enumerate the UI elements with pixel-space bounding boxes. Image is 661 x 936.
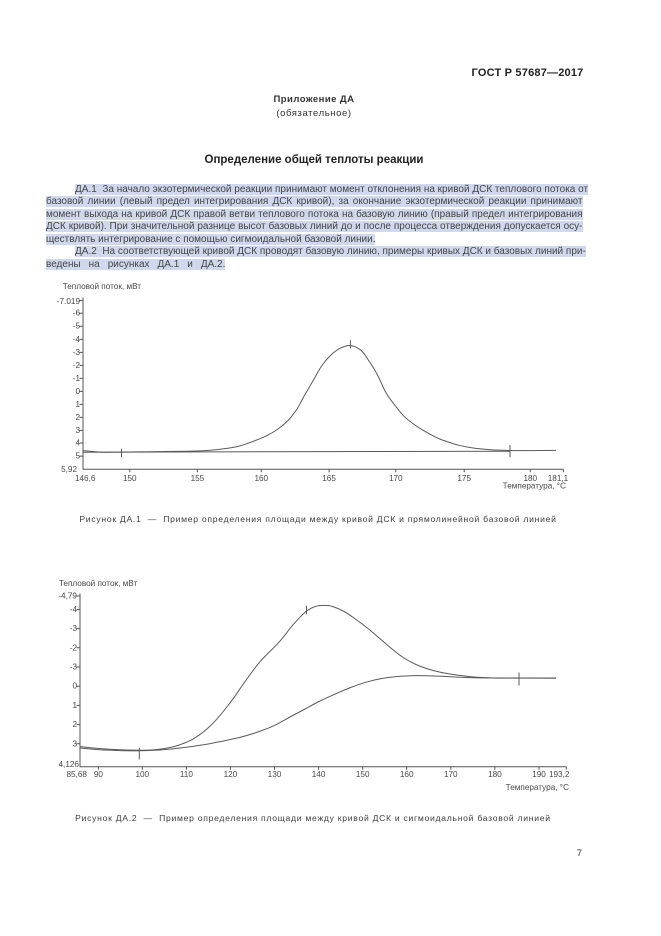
svg-text:-2: -2 <box>70 643 78 652</box>
svg-text:170: 170 <box>444 770 458 779</box>
svg-text:120: 120 <box>224 770 238 779</box>
svg-text:Тепловой поток, мВт: Тепловой поток, мВт <box>63 282 142 291</box>
svg-text:-2: -2 <box>73 361 81 370</box>
svg-text:4: 4 <box>75 439 80 448</box>
svg-text:2: 2 <box>75 413 80 422</box>
svg-text:-4,79: -4,79 <box>58 592 77 601</box>
svg-text:150: 150 <box>123 474 137 483</box>
svg-text:150: 150 <box>356 770 370 779</box>
svg-text:146,6: 146,6 <box>75 474 96 483</box>
svg-text:1: 1 <box>72 701 77 710</box>
svg-text:165: 165 <box>322 474 336 483</box>
svg-text:2: 2 <box>72 720 77 729</box>
svg-text:5,92: 5,92 <box>61 465 77 474</box>
svg-text:0: 0 <box>75 387 80 396</box>
svg-text:190: 190 <box>532 770 546 779</box>
svg-text:-3: -3 <box>70 663 78 672</box>
svg-text:180: 180 <box>488 770 502 779</box>
svg-text:Температура, °С: Температура, °С <box>503 482 566 491</box>
svg-text:Тепловой поток, мВт: Тепловой поток, мВт <box>59 579 138 588</box>
svg-text:193,2: 193,2 <box>549 770 570 779</box>
svg-text:-3: -3 <box>70 624 78 633</box>
svg-text:170: 170 <box>389 474 403 483</box>
svg-text:85,68: 85,68 <box>66 770 87 779</box>
svg-text:90: 90 <box>94 770 104 779</box>
svg-text:160: 160 <box>254 474 268 483</box>
svg-text:-3: -3 <box>73 348 81 357</box>
svg-text:110: 110 <box>180 770 193 779</box>
svg-text:130: 130 <box>268 770 282 779</box>
svg-text:155: 155 <box>191 474 205 483</box>
svg-text:-5: -5 <box>73 322 81 331</box>
svg-text:-6: -6 <box>73 309 81 318</box>
svg-text:3: 3 <box>72 739 77 748</box>
svg-text:-4: -4 <box>70 605 78 614</box>
svg-text:1: 1 <box>75 400 80 409</box>
svg-text:4,126: 4,126 <box>59 760 80 769</box>
svg-text:-1: -1 <box>73 374 81 383</box>
svg-text:100: 100 <box>135 770 149 779</box>
svg-text:175: 175 <box>457 474 471 483</box>
svg-text:180: 180 <box>523 474 537 483</box>
svg-text:-7.019: -7.019 <box>57 297 81 306</box>
svg-text:Температура, °С: Температура, °С <box>506 783 569 792</box>
svg-text:160: 160 <box>400 770 414 779</box>
svg-text:181,1: 181,1 <box>548 474 569 483</box>
svg-text:140: 140 <box>312 770 326 779</box>
svg-text:0: 0 <box>72 682 77 691</box>
svg-text:3: 3 <box>75 426 80 435</box>
svg-text:-4: -4 <box>73 335 81 344</box>
svg-text:5: 5 <box>75 452 80 461</box>
